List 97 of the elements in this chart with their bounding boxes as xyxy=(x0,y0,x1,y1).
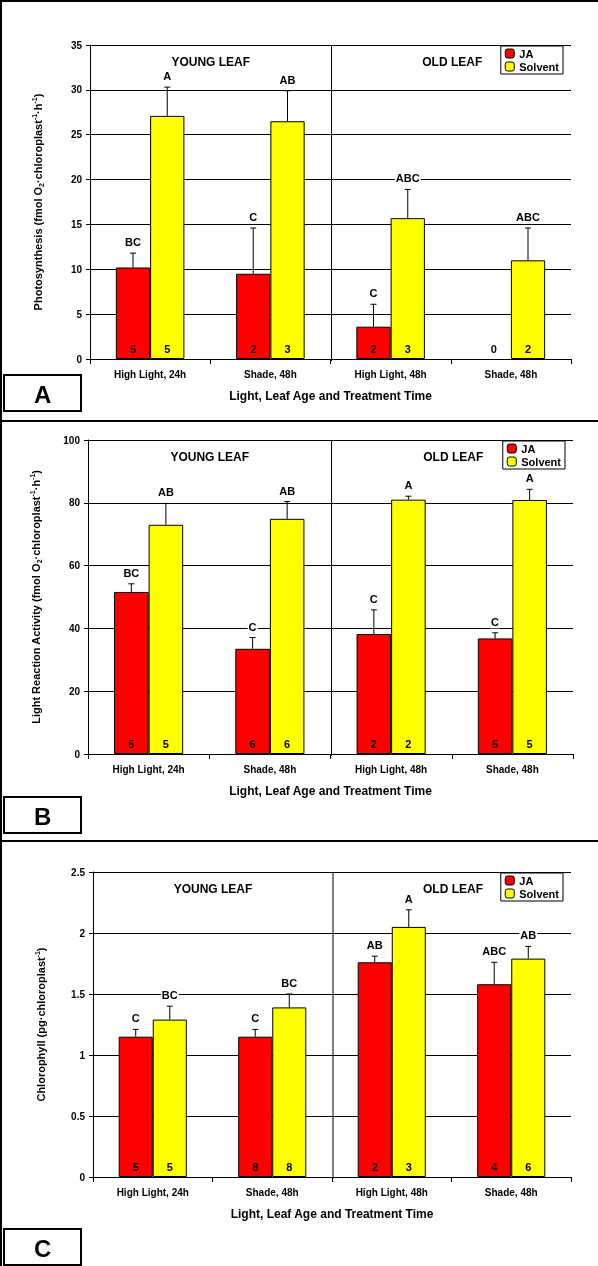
x-axis-title: Light, Leaf Age and Treatment Time xyxy=(229,389,433,403)
legend-label: JA xyxy=(519,874,534,887)
text: C xyxy=(34,1234,52,1262)
annotation: 5 xyxy=(132,1161,139,1173)
y-tick-label: 5 xyxy=(76,308,83,320)
y-tick-label: 10 xyxy=(70,263,83,275)
y-tick-label: 100 xyxy=(63,434,81,446)
y-tick-label: 35 xyxy=(70,39,83,51)
x-tick-label: High Light, 48h xyxy=(354,368,427,380)
y-tick-label: 1.5 xyxy=(71,988,86,1000)
annotation: C xyxy=(369,287,378,300)
annotation: 5 xyxy=(129,343,137,355)
annotation: AB xyxy=(157,486,174,499)
annotation: BC xyxy=(125,236,141,249)
y-tick-label: 20 xyxy=(70,174,83,186)
x-tick-label: Shade, 48h xyxy=(243,368,297,380)
annotation: 3 xyxy=(405,1161,412,1173)
x-tick-label: Shade, 48h xyxy=(485,763,539,775)
text: A xyxy=(34,380,52,408)
y-tick-label: 40 xyxy=(68,622,81,634)
annotation: ABC xyxy=(395,172,420,185)
annotation: 2 xyxy=(371,1161,378,1173)
y-tick-label: 60 xyxy=(68,560,81,572)
annotation: AB xyxy=(279,73,296,86)
annotation: YOUNG LEAF xyxy=(170,450,250,464)
annotation: C xyxy=(251,1012,260,1025)
x-tick-label: High Light, 24h xyxy=(114,368,187,380)
y-tick-label: 80 xyxy=(68,497,81,509)
x-tick-label: High Light, 24h xyxy=(116,1186,189,1198)
annotation: 5 xyxy=(164,343,171,355)
y-tick-label: 15 xyxy=(70,218,83,230)
annotation: 8 xyxy=(286,1161,293,1173)
text: B xyxy=(34,802,52,830)
annotation: BC xyxy=(123,566,140,579)
annotation: 3 xyxy=(404,343,411,355)
annotation: A xyxy=(404,892,413,905)
y-tick-label: 0 xyxy=(76,353,83,365)
annotation: YOUNG LEAF xyxy=(173,882,253,896)
y-tick-label: 30 xyxy=(70,84,83,96)
legend-label: Solvent xyxy=(519,887,560,900)
annotation: A xyxy=(404,479,413,492)
annotation: ABC xyxy=(516,211,540,224)
annotation: 5 xyxy=(128,738,135,750)
annotation: 5 xyxy=(166,1161,173,1173)
annotation: OLD LEAF xyxy=(423,450,484,464)
annotation: 6 xyxy=(284,738,291,750)
x-tick-label: High Light, 24h xyxy=(112,763,185,775)
x-axis-title: Light, Leaf Age and Treatment Time xyxy=(230,1207,434,1221)
annotation: ABC xyxy=(482,945,507,958)
y-tick-label: 0.5 xyxy=(71,1110,86,1122)
annotation: A xyxy=(525,472,534,485)
x-tick-label: High Light, 48h xyxy=(355,1186,428,1198)
annotation: 2 xyxy=(524,343,532,355)
annotation: 2 xyxy=(370,738,377,750)
annotation: 5 xyxy=(162,738,169,750)
annotation: 6 xyxy=(525,1161,532,1173)
annotation: 3 xyxy=(284,343,291,355)
annotation: 0 xyxy=(490,343,497,355)
annotation: 2 xyxy=(405,738,412,750)
annotation: AB xyxy=(520,929,537,942)
annotation: AB xyxy=(279,484,296,497)
legend-label: Solvent xyxy=(521,455,562,468)
y-tick-label: 1 xyxy=(79,1049,86,1061)
y-tick-label: 20 xyxy=(68,685,81,697)
x-tick-label: High Light, 48h xyxy=(355,763,428,775)
annotation: C xyxy=(249,211,258,224)
annotation: C xyxy=(131,1012,140,1025)
x-tick-label: Shade, 48h xyxy=(245,1186,299,1198)
annotation: BC xyxy=(161,989,178,1002)
annotation: BC xyxy=(281,977,298,989)
x-axis-title: Light, Leaf Age and Treatment Time xyxy=(229,784,433,798)
y-tick-label: 0 xyxy=(74,748,81,760)
legend-label: JA xyxy=(519,47,534,60)
y-tick-label: 2.5 xyxy=(71,866,86,878)
annotation: 4 xyxy=(491,1161,499,1173)
y-tick-label: 2 xyxy=(79,927,86,939)
legend-label: JA xyxy=(521,442,536,455)
y-tick-label: 25 xyxy=(70,129,83,141)
x-tick-label: Shade, 48h xyxy=(484,1186,538,1198)
annotation: 6 xyxy=(249,738,256,750)
annotation: 5 xyxy=(492,738,499,750)
legend-label: Solvent xyxy=(519,60,560,73)
x-tick-label: Shade, 48h xyxy=(243,763,297,775)
annotation: AB xyxy=(366,939,383,952)
x-tick-label: Shade, 48h xyxy=(484,368,538,380)
annotation: YOUNG LEAF xyxy=(171,55,251,69)
annotation: OLD LEAF xyxy=(422,55,483,69)
annotation: OLD LEAF xyxy=(423,882,483,896)
annotation: C xyxy=(369,592,378,605)
annotation: C xyxy=(491,615,500,628)
annotation: 2 xyxy=(250,343,257,355)
annotation: 5 xyxy=(526,738,533,750)
annotation: 8 xyxy=(252,1161,259,1173)
annotation: 2 xyxy=(370,343,377,355)
annotation: C xyxy=(248,620,257,633)
annotation: A xyxy=(163,70,172,83)
y-tick-label: 0 xyxy=(79,1171,86,1183)
